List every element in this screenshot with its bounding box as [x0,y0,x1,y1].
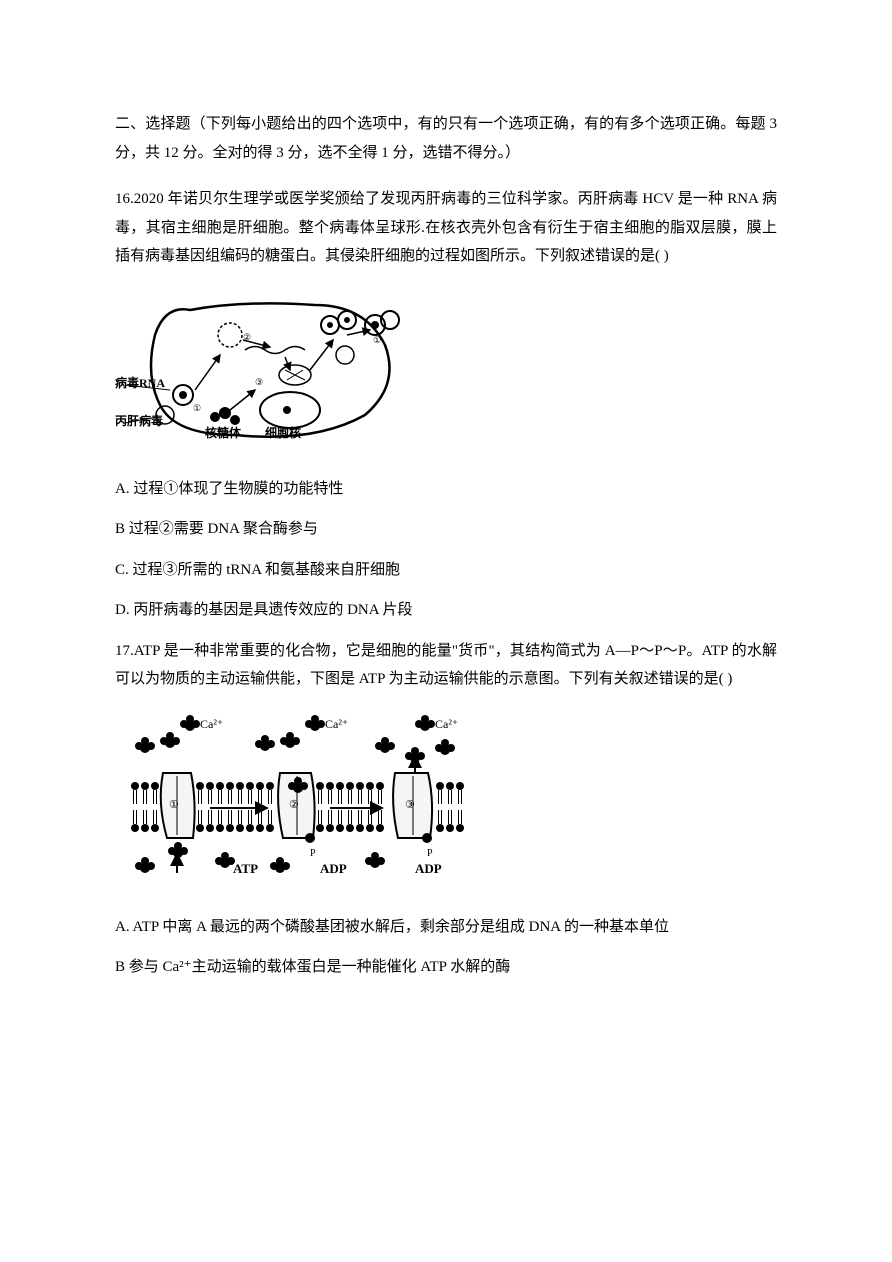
q16-figure: ① ② ③ ① [115,285,405,455]
q17-option-b: B 参与 Ca²⁺主动运输的载体蛋白是一种能催化 ATP 水解的酶 [115,953,777,982]
label-p-2: P [427,848,433,859]
svg-text:①: ① [193,403,201,413]
svg-text:①: ① [373,335,381,345]
q16-option-a: A. 过程①体现了生物膜的功能特性 [115,475,777,504]
question-17: 17.ATP 是一种非常重要的化合物，它是细胞的能量"货币"，其结构简式为 A—… [115,637,777,982]
q16-option-c: C. 过程③所需的 tRNA 和氨基酸来自肝细胞 [115,556,777,585]
label-virus-rna: 病毒RNA [115,375,165,390]
q17-text: 17.ATP 是一种非常重要的化合物，它是细胞的能量"货币"，其结构简式为 A—… [115,637,777,694]
q17-option-a: A. ATP 中离 A 最远的两个磷酸基团被水解后，剩余部分是组成 DNA 的一… [115,913,777,942]
q16-option-b: B 过程②需要 DNA 聚合酶参与 [115,515,777,544]
label-ca-1: Ca²⁺ [200,717,223,731]
svg-text:③: ③ [405,799,415,811]
svg-text:②: ② [289,799,299,811]
label-ribosome: 核糖体 [205,425,242,440]
label-nucleus: 细胞核 [265,425,301,440]
svg-text:①: ① [169,799,179,811]
svg-text:③: ③ [255,377,263,387]
q16-text: 16.2020 年诺贝尔生理学或医学奖颁给了发现丙肝病毒的三位科学家。丙肝病毒 … [115,185,777,271]
label-adp-2: ADP [415,861,442,876]
label-ca-2: Ca²⁺ [325,717,348,731]
label-atp: ATP [233,861,258,876]
label-adp-1: ADP [320,861,347,876]
label-hepatitis-virus: 丙肝病毒 [115,413,163,428]
label-p-1: P [310,848,316,859]
q17-figure: Ca²⁺ Ca²⁺ Ca²⁺ [115,708,475,893]
question-16: 16.2020 年诺贝尔生理学或医学奖颁给了发现丙肝病毒的三位科学家。丙肝病毒 … [115,185,777,625]
section-header: 二、选择题（下列每小题给出的四个选项中，有的只有一个选项正确，有的有多个选项正确… [115,110,777,167]
label-ca-3: Ca²⁺ [435,717,458,731]
q16-option-d: D. 丙肝病毒的基因是具遗传效应的 DNA 片段 [115,596,777,625]
